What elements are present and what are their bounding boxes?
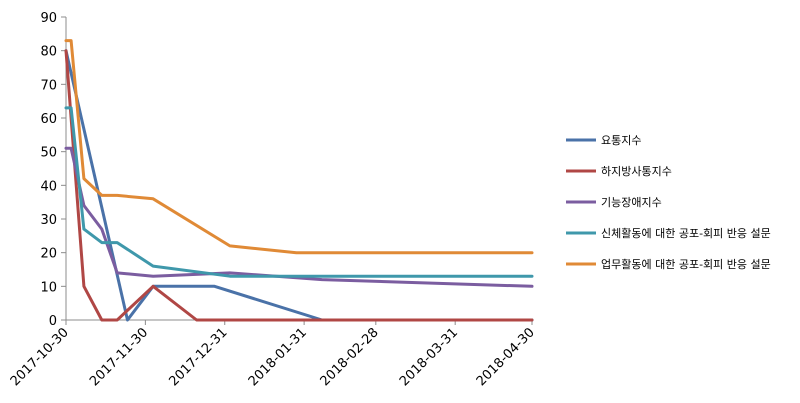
y-tick-label: 30	[40, 213, 57, 228]
y-tick-label: 40	[40, 179, 57, 194]
x-tick-label: 2017-12-31	[167, 325, 231, 389]
series-line-1	[64, 49, 534, 322]
y-tick-label: 90	[40, 11, 57, 26]
legend-label-2: 기능장애지수	[601, 196, 662, 209]
x-tick-label: 2018-02-28	[318, 325, 382, 389]
y-tick-label: 20	[40, 247, 57, 262]
y-tick-label: 70	[40, 78, 57, 93]
legend-label-1: 하지방사통지수	[601, 164, 672, 178]
x-tick-label: 2018-01-31	[246, 325, 310, 389]
series-line-0	[64, 49, 534, 322]
x-tick-label: 2018-04-30	[474, 325, 538, 389]
y-tick-label: 80	[40, 45, 57, 60]
y-tick-label: 0	[49, 314, 57, 329]
x-tick-label: 2018-03-31	[397, 325, 461, 389]
y-tick-label: 50	[40, 146, 57, 161]
y-axis-ticks: 0 10 20 30 40 50 60 70 80 90	[40, 11, 66, 329]
legend-label-4: 업무활동에 대한 공포-회피 반응 설문	[601, 257, 771, 271]
legend-label-3: 신체활동에 대한 공포-회피 반응 설문	[601, 226, 771, 240]
series-line-2	[64, 146, 534, 288]
y-tick-label: 60	[40, 112, 57, 127]
y-tick-label: 10	[40, 280, 57, 295]
series-lines	[64, 39, 534, 322]
x-tick-label: 2017-10-30	[8, 325, 72, 389]
series-line-3	[64, 106, 534, 278]
x-tick-label: 2017-11-30	[87, 325, 151, 389]
x-axis-ticks: 2017-10-30 2017-11-30 2017-12-31 2018-01-31…	[8, 320, 538, 389]
series-line-4	[64, 39, 534, 255]
legend-label-0: 요통지수	[601, 134, 641, 147]
